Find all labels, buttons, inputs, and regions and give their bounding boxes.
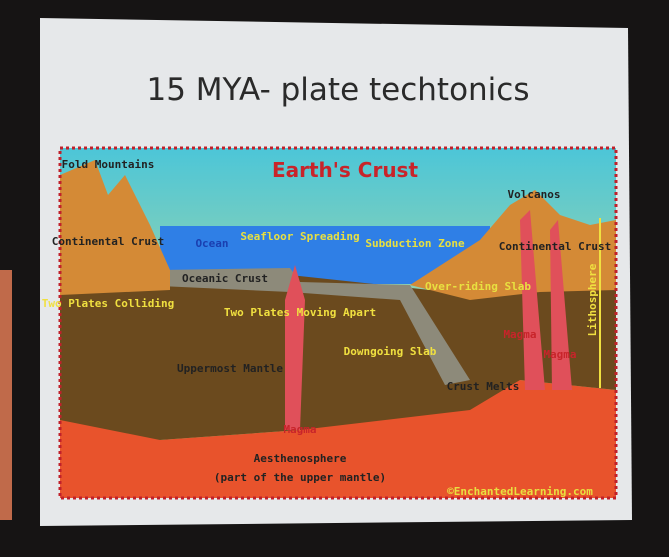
- label: Aesthenosphere: [254, 452, 347, 465]
- edge-light: [0, 270, 12, 520]
- label: Lithosphere: [586, 263, 599, 336]
- label: Crust Melts: [447, 380, 520, 393]
- label: Magma: [543, 348, 576, 361]
- label: ©EnchantedLearning.com: [447, 485, 593, 498]
- slide-title: 15 MYA- plate techtonics: [146, 72, 529, 108]
- label: Volcanos: [508, 188, 561, 201]
- label: Seafloor Spreading: [240, 230, 359, 243]
- label: Continental Crust: [52, 235, 165, 248]
- label: Over-riding Slab: [425, 280, 531, 293]
- label: Downgoing Slab: [344, 345, 437, 358]
- label: Uppermost Mantle: [177, 362, 283, 375]
- label: Two Plates Colliding: [42, 297, 174, 310]
- label: Magma: [283, 423, 316, 436]
- label: Fold Mountains: [62, 158, 155, 171]
- label: Two Plates Moving Apart: [224, 306, 376, 319]
- diagram-title: Earth's Crust: [272, 158, 418, 182]
- screenshot: 15 MYA- plate techtonics Earth's Crust F…: [0, 0, 669, 557]
- label: Ocean: [195, 237, 228, 250]
- label: Oceanic Crust: [182, 272, 268, 285]
- diagram: Earth's Crust Fold Mountains Volcanos Co…: [42, 148, 616, 498]
- label: Magma: [503, 328, 536, 341]
- label: Continental Crust: [499, 240, 612, 253]
- label: (part of the upper mantle): [214, 471, 386, 484]
- label: Subduction Zone: [365, 237, 465, 250]
